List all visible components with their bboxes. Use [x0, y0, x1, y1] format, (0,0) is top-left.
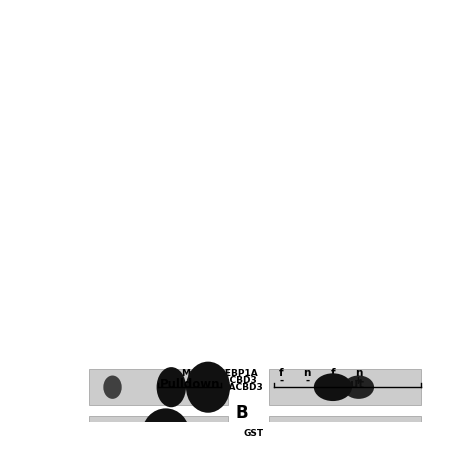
- Bar: [89, 369, 228, 405]
- Text: Myc-hSREBP1A: Myc-hSREBP1A: [181, 369, 258, 378]
- Ellipse shape: [266, 422, 297, 446]
- Text: B: B: [236, 403, 248, 421]
- Ellipse shape: [314, 374, 352, 401]
- Ellipse shape: [265, 469, 298, 474]
- Text: Input: Input: [330, 378, 365, 391]
- Bar: [269, 416, 421, 452]
- Text: -: -: [305, 375, 310, 386]
- Text: +: +: [167, 374, 176, 383]
- Text: n: n: [303, 368, 311, 378]
- Bar: [269, 369, 421, 405]
- Bar: [89, 462, 228, 474]
- Text: +: +: [203, 374, 213, 383]
- Ellipse shape: [186, 362, 230, 413]
- Text: n: n: [355, 368, 362, 378]
- Ellipse shape: [343, 375, 374, 399]
- Ellipse shape: [292, 422, 323, 446]
- Ellipse shape: [142, 409, 190, 459]
- Text: GST-ACBD3: GST-ACBD3: [201, 376, 258, 385]
- Text: f: f: [330, 368, 335, 378]
- Ellipse shape: [162, 434, 177, 452]
- Bar: [269, 462, 421, 474]
- Bar: [89, 416, 228, 452]
- Text: +: +: [328, 375, 337, 386]
- Text: GST-ACBD3: GST-ACBD3: [206, 383, 263, 392]
- Text: +: +: [354, 375, 363, 386]
- Text: -: -: [279, 375, 283, 386]
- Text: f: f: [279, 368, 284, 378]
- Ellipse shape: [316, 469, 350, 474]
- Text: GST: GST: [243, 429, 263, 438]
- Ellipse shape: [156, 367, 186, 407]
- Ellipse shape: [103, 375, 122, 399]
- Text: Pulldown: Pulldown: [159, 378, 220, 391]
